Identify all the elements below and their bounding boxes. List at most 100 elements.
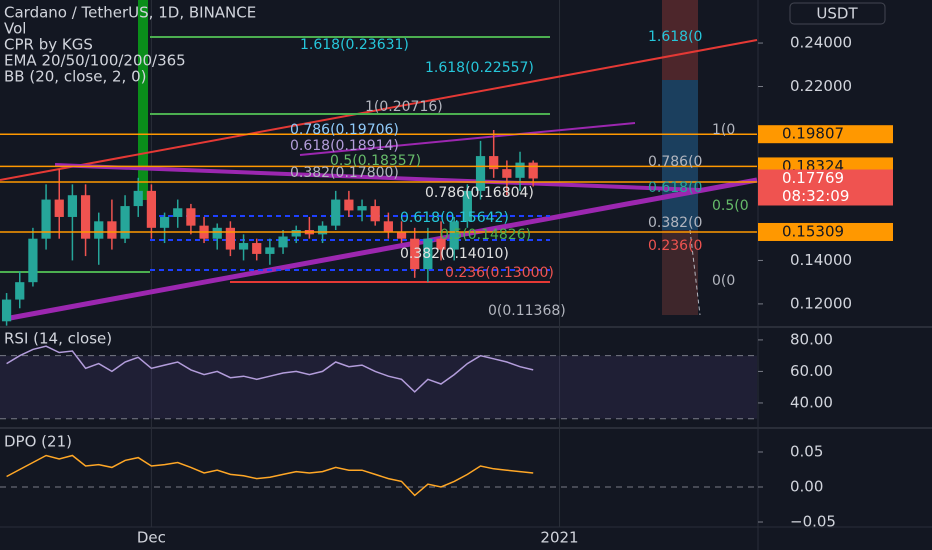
- fib-label: 0.786(0: [648, 154, 702, 170]
- candle-body: [252, 243, 262, 254]
- fib-label: 0.618(0.18914): [290, 138, 399, 154]
- legend: Cardano / TetherUS, 1D, BINANCE Vol CPR …: [4, 4, 256, 451]
- candle-body: [54, 199, 64, 217]
- candle-body: [41, 199, 51, 239]
- y-tick-label: 40.00: [790, 393, 833, 411]
- price-tag: [758, 125, 893, 144]
- x-tick-label: Dec: [137, 529, 166, 547]
- candle-body: [186, 208, 196, 226]
- candle-body: [436, 238, 446, 250]
- candle-body: [449, 221, 459, 250]
- y-tick-label: 0.12000: [790, 294, 852, 312]
- indicator-label: EMA 20/50/100/200/365: [4, 52, 186, 70]
- candle-body: [383, 221, 393, 233]
- price-tag-label: 0.19807: [782, 125, 844, 143]
- indicator-label: Vol: [4, 20, 26, 38]
- candle-body: [212, 227, 222, 239]
- candle-body: [423, 238, 433, 270]
- projection-line: [689, 229, 701, 316]
- trend-line: [54, 163, 701, 192]
- y-tick-label: 0.14000: [790, 251, 852, 269]
- fib-label: 0.382(0.14010): [400, 246, 509, 262]
- fib-label: 0.236(0: [648, 238, 702, 254]
- indicator-line: [6, 345, 534, 393]
- candle-body: [515, 162, 525, 178]
- candle-body: [146, 190, 157, 228]
- chart-title: Cardano / TetherUS, 1D, BINANCE: [4, 4, 256, 22]
- fib-label: 1(0: [712, 122, 735, 138]
- candle-body: [528, 162, 538, 179]
- candle-body: [410, 238, 420, 270]
- candle-body: [357, 206, 367, 211]
- trend-line: [9, 177, 758, 321]
- fib-label: 0.5(0.14826): [440, 227, 531, 243]
- candle-body: [370, 206, 380, 222]
- fib-label: 0(0: [712, 273, 735, 289]
- candle-body: [489, 156, 499, 170]
- currency-button[interactable]: [789, 2, 886, 25]
- rsi-band-fill: [0, 355, 757, 419]
- candle-body: [159, 216, 170, 228]
- trend-line: [0, 39, 758, 181]
- candle-body: [475, 156, 486, 191]
- pane-title: RSI (14, close): [4, 330, 112, 348]
- candle-body: [462, 190, 472, 222]
- candle-body: [291, 230, 301, 237]
- indicator-label: BB (20, close, 2, 0): [4, 68, 146, 86]
- fib-label: 0.5(0.18357): [330, 153, 421, 169]
- fib-label: 0.786(0.19706): [290, 122, 399, 138]
- candle-body: [331, 199, 341, 226]
- y-tick-label: 0.24000: [790, 34, 852, 52]
- candle-body: [133, 190, 143, 207]
- currency-label[interactable]: USDT: [816, 5, 858, 23]
- candle-body: [94, 221, 104, 239]
- candle-body: [15, 282, 25, 300]
- volume-profile-bar: [138, 0, 148, 200]
- price-tag: [758, 222, 893, 241]
- y-tick-label: 60.00: [790, 362, 833, 380]
- fib-label: 0.618(0: [648, 180, 702, 196]
- fib-label: 0.382(0.17800): [290, 165, 399, 181]
- pane-title: DPO (21): [4, 433, 72, 451]
- last-price-label: 0.17769: [782, 169, 844, 187]
- candle-body: [107, 221, 117, 239]
- candle-body: [317, 225, 328, 235]
- indicator-line: [6, 454, 534, 497]
- candle-body: [28, 238, 38, 283]
- candle-body: [80, 195, 91, 239]
- fib-label: 0.618(0.15642): [400, 210, 509, 226]
- fib-label: 0.5(0: [712, 198, 749, 214]
- candle-body: [278, 236, 288, 248]
- fib-label: 1(0.20716): [365, 99, 443, 115]
- last-price-tag: [758, 169, 893, 206]
- indicator-label: CPR by KGS: [4, 36, 93, 54]
- fib-label: 0(0.11368): [488, 303, 566, 319]
- y-tick-label: 0.05: [790, 442, 823, 460]
- fib-label: 1.618(0: [648, 29, 702, 45]
- candle-body: [396, 232, 407, 239]
- y-tick-label: −0.05: [790, 512, 836, 530]
- candle-body: [67, 195, 78, 217]
- position-box: [662, 80, 698, 230]
- y-tick-label: 80.00: [790, 330, 833, 348]
- candle-body: [502, 169, 512, 178]
- fib-label: 1.618(0.22557): [425, 60, 534, 76]
- candle-body: [238, 243, 249, 250]
- candle-body: [120, 206, 130, 239]
- countdown-label: 08:32:09: [782, 187, 849, 205]
- y-tick-label: 0.22000: [790, 77, 852, 95]
- drawings: [0, 0, 758, 321]
- fib-label: 0.382(0: [648, 215, 702, 231]
- candle-body: [1, 299, 12, 322]
- candle-body: [344, 199, 354, 211]
- fib-label: 0.786(0.16804): [425, 185, 534, 201]
- y-tick-label: 0.00: [790, 477, 823, 495]
- candle-body: [225, 227, 235, 250]
- price-tag-label: 0.15309: [782, 222, 844, 240]
- fib-label: 0.236(0.13000): [445, 265, 554, 281]
- x-tick-label: 2021: [540, 529, 578, 547]
- position-box: [662, 0, 698, 80]
- trend-line: [299, 122, 636, 156]
